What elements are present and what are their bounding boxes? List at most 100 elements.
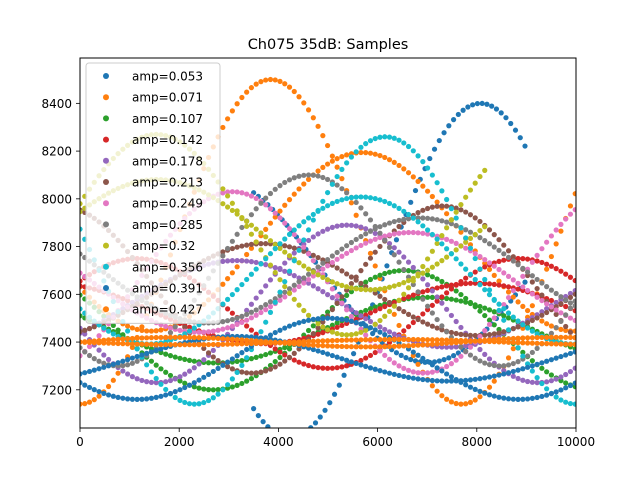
data-point — [520, 273, 526, 279]
data-point — [486, 392, 493, 398]
data-point — [477, 376, 483, 382]
data-point — [120, 336, 126, 342]
data-point — [529, 349, 535, 356]
data-point — [401, 328, 407, 334]
data-point — [305, 215, 312, 221]
data-point — [80, 278, 83, 284]
data-point — [344, 271, 350, 277]
data-point — [534, 394, 540, 401]
data-point — [167, 330, 174, 336]
data-point — [429, 377, 435, 384]
data-point — [229, 291, 235, 298]
data-point — [320, 174, 326, 181]
data-point — [444, 396, 450, 402]
data-point — [558, 387, 564, 393]
data-point — [353, 310, 359, 316]
data-point — [263, 319, 269, 325]
data-point — [167, 342, 174, 348]
data-point — [401, 254, 407, 260]
data-point — [196, 385, 202, 391]
data-point — [539, 292, 545, 298]
data-point — [186, 342, 193, 348]
data-point — [148, 341, 155, 347]
data-point — [315, 208, 321, 214]
data-point — [363, 240, 369, 246]
data-point — [258, 247, 264, 253]
data-point — [120, 341, 126, 347]
data-point — [320, 133, 326, 139]
data-point — [415, 289, 421, 295]
data-point — [148, 358, 155, 364]
data-point — [305, 251, 312, 257]
data-point — [477, 218, 483, 225]
data-point — [386, 269, 393, 275]
data-point — [158, 366, 164, 372]
data-point — [467, 344, 474, 350]
data-point — [325, 189, 331, 196]
data-point — [105, 392, 112, 398]
data-point — [484, 101, 490, 107]
data-point — [358, 224, 364, 230]
data-point — [486, 338, 493, 345]
data-point — [486, 292, 493, 298]
data-point — [310, 273, 316, 279]
data-point — [439, 258, 445, 264]
data-point — [463, 235, 469, 241]
data-point — [460, 107, 466, 113]
data-point — [201, 335, 207, 341]
data-point — [239, 190, 245, 196]
data-point — [301, 318, 307, 324]
data-point — [548, 391, 555, 397]
data-point — [563, 216, 569, 222]
data-point — [115, 327, 121, 333]
data-point — [408, 356, 414, 363]
data-point — [125, 323, 131, 329]
data-point — [482, 332, 488, 338]
data-point — [315, 168, 321, 174]
data-point — [410, 319, 416, 326]
data-point — [491, 281, 497, 287]
data-point — [425, 342, 431, 348]
data-point — [329, 329, 335, 335]
data-point — [491, 232, 497, 238]
data-point — [491, 331, 497, 337]
y-tick-label: 8200 — [41, 145, 72, 159]
data-point — [455, 111, 461, 118]
data-point — [501, 283, 507, 289]
data-point — [486, 331, 493, 338]
data-point — [129, 355, 135, 361]
data-point — [305, 227, 312, 233]
data-point — [80, 209, 83, 215]
data-point — [467, 235, 474, 241]
data-point — [563, 334, 569, 340]
data-point — [258, 241, 264, 247]
data-point — [372, 349, 378, 356]
data-point — [353, 212, 359, 218]
data-point — [305, 237, 312, 244]
data-point — [277, 327, 283, 333]
data-point — [177, 397, 183, 403]
data-point — [253, 295, 259, 301]
data-point — [463, 332, 469, 338]
data-point — [386, 343, 393, 350]
data-point — [353, 286, 359, 292]
data-point — [163, 392, 169, 398]
data-point — [167, 372, 174, 379]
data-point — [444, 295, 450, 302]
data-point — [429, 383, 435, 389]
data-point — [477, 235, 483, 241]
data-point — [367, 217, 374, 223]
data-point — [567, 341, 574, 347]
data-point — [522, 143, 528, 149]
data-point — [520, 335, 526, 341]
data-point — [186, 382, 193, 388]
data-point — [253, 195, 259, 202]
data-point — [420, 370, 426, 376]
data-point — [524, 340, 531, 346]
data-point — [553, 227, 559, 233]
data-point — [282, 325, 288, 331]
data-point — [405, 343, 412, 349]
data-point — [405, 259, 412, 265]
data-point — [386, 370, 393, 376]
data-point — [353, 360, 359, 366]
